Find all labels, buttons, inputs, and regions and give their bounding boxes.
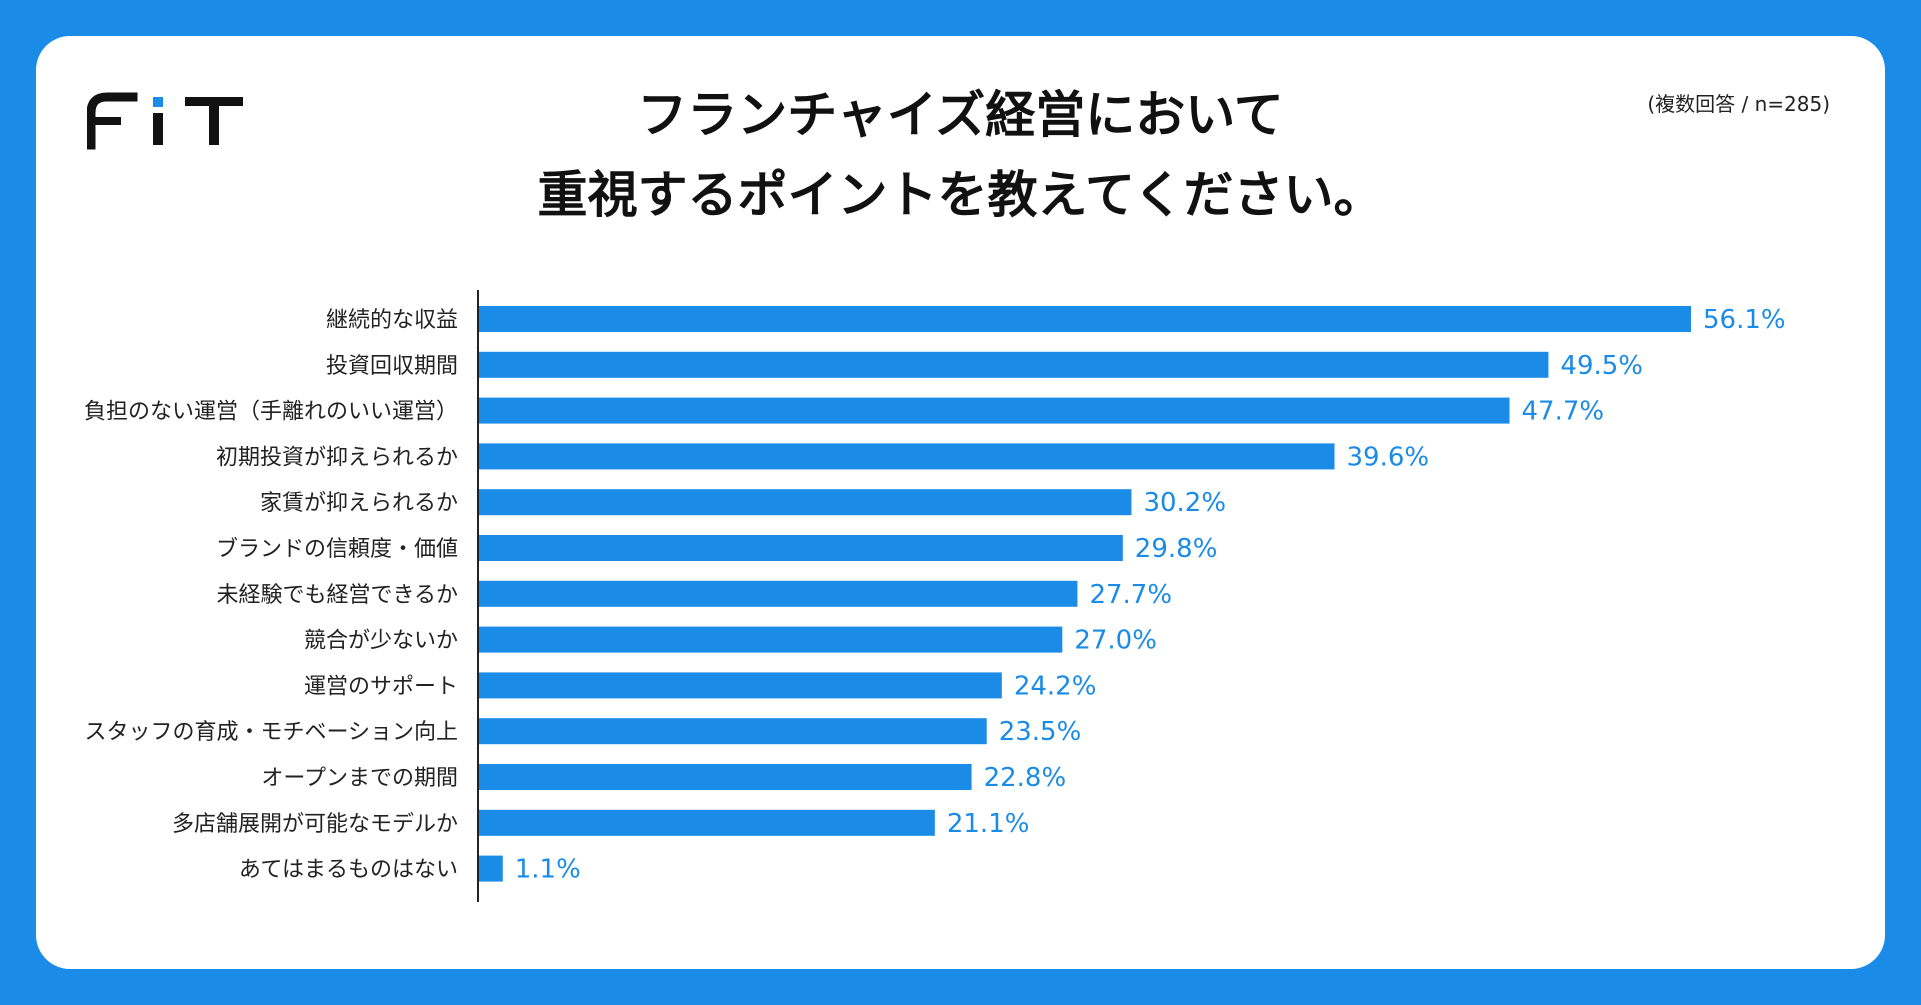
bar bbox=[479, 718, 987, 745]
chart-title-line2: 重視するポイントを教えてください。 bbox=[537, 166, 1384, 224]
bar bbox=[479, 306, 1691, 332]
chart-title-line1: フランチャイズ経営において bbox=[637, 86, 1284, 144]
bar bbox=[479, 855, 503, 882]
value-label: 22.8% bbox=[984, 763, 1067, 793]
value-label: 30.2% bbox=[1143, 488, 1226, 518]
bar bbox=[479, 397, 1510, 424]
value-label: 1.1% bbox=[515, 855, 581, 885]
category-label: 運営のサポート bbox=[304, 674, 458, 699]
bar bbox=[479, 672, 1002, 699]
bar bbox=[479, 580, 1078, 607]
category-label: 未経験でも経営できるか bbox=[216, 583, 458, 608]
value-label: 27.0% bbox=[1074, 626, 1157, 656]
bar bbox=[479, 764, 972, 790]
value-label: 27.7% bbox=[1089, 580, 1172, 610]
value-label: 29.8% bbox=[1135, 534, 1218, 564]
category-label: 家賃が抑えられるか bbox=[260, 491, 458, 516]
category-label: 投資回収期間 bbox=[326, 354, 458, 379]
value-label: 23.5% bbox=[999, 717, 1082, 747]
category-label: 多店舗展開が可能なモデルか bbox=[172, 812, 458, 837]
category-label: 継続的な収益 bbox=[326, 308, 458, 333]
category-label: あてはまるものはない bbox=[239, 858, 458, 883]
category-label: 負担のない運営（手離れのいい運営） bbox=[84, 400, 458, 425]
bar bbox=[479, 535, 1123, 561]
category-label: スタッフの育成・モチベーション向上 bbox=[84, 720, 458, 745]
value-label: 21.1% bbox=[947, 809, 1030, 839]
value-label: 47.7% bbox=[1522, 397, 1605, 427]
value-label: 24.2% bbox=[1014, 671, 1097, 701]
value-label: 39.6% bbox=[1347, 442, 1430, 472]
value-label: 56.1% bbox=[1703, 305, 1786, 335]
category-label: 競合が少ないか bbox=[304, 629, 458, 654]
category-label: オープンまでの期間 bbox=[261, 766, 458, 791]
sample-note: (複数回答 / n=285) bbox=[1647, 92, 1830, 116]
category-label: 初期投資が抑えられるか bbox=[216, 445, 458, 470]
fit-logo bbox=[87, 92, 243, 150]
bar bbox=[479, 809, 935, 836]
bar bbox=[479, 351, 1549, 378]
category-label: ブランドの信頼度・価値 bbox=[216, 537, 458, 562]
bar bbox=[479, 443, 1335, 470]
chart-card: フランチャイズ経営において 重視するポイントを教えてください。 (複数回答 / … bbox=[36, 36, 1885, 969]
bar bbox=[479, 626, 1063, 653]
bar bbox=[479, 489, 1132, 516]
value-label: 49.5% bbox=[1560, 351, 1643, 381]
